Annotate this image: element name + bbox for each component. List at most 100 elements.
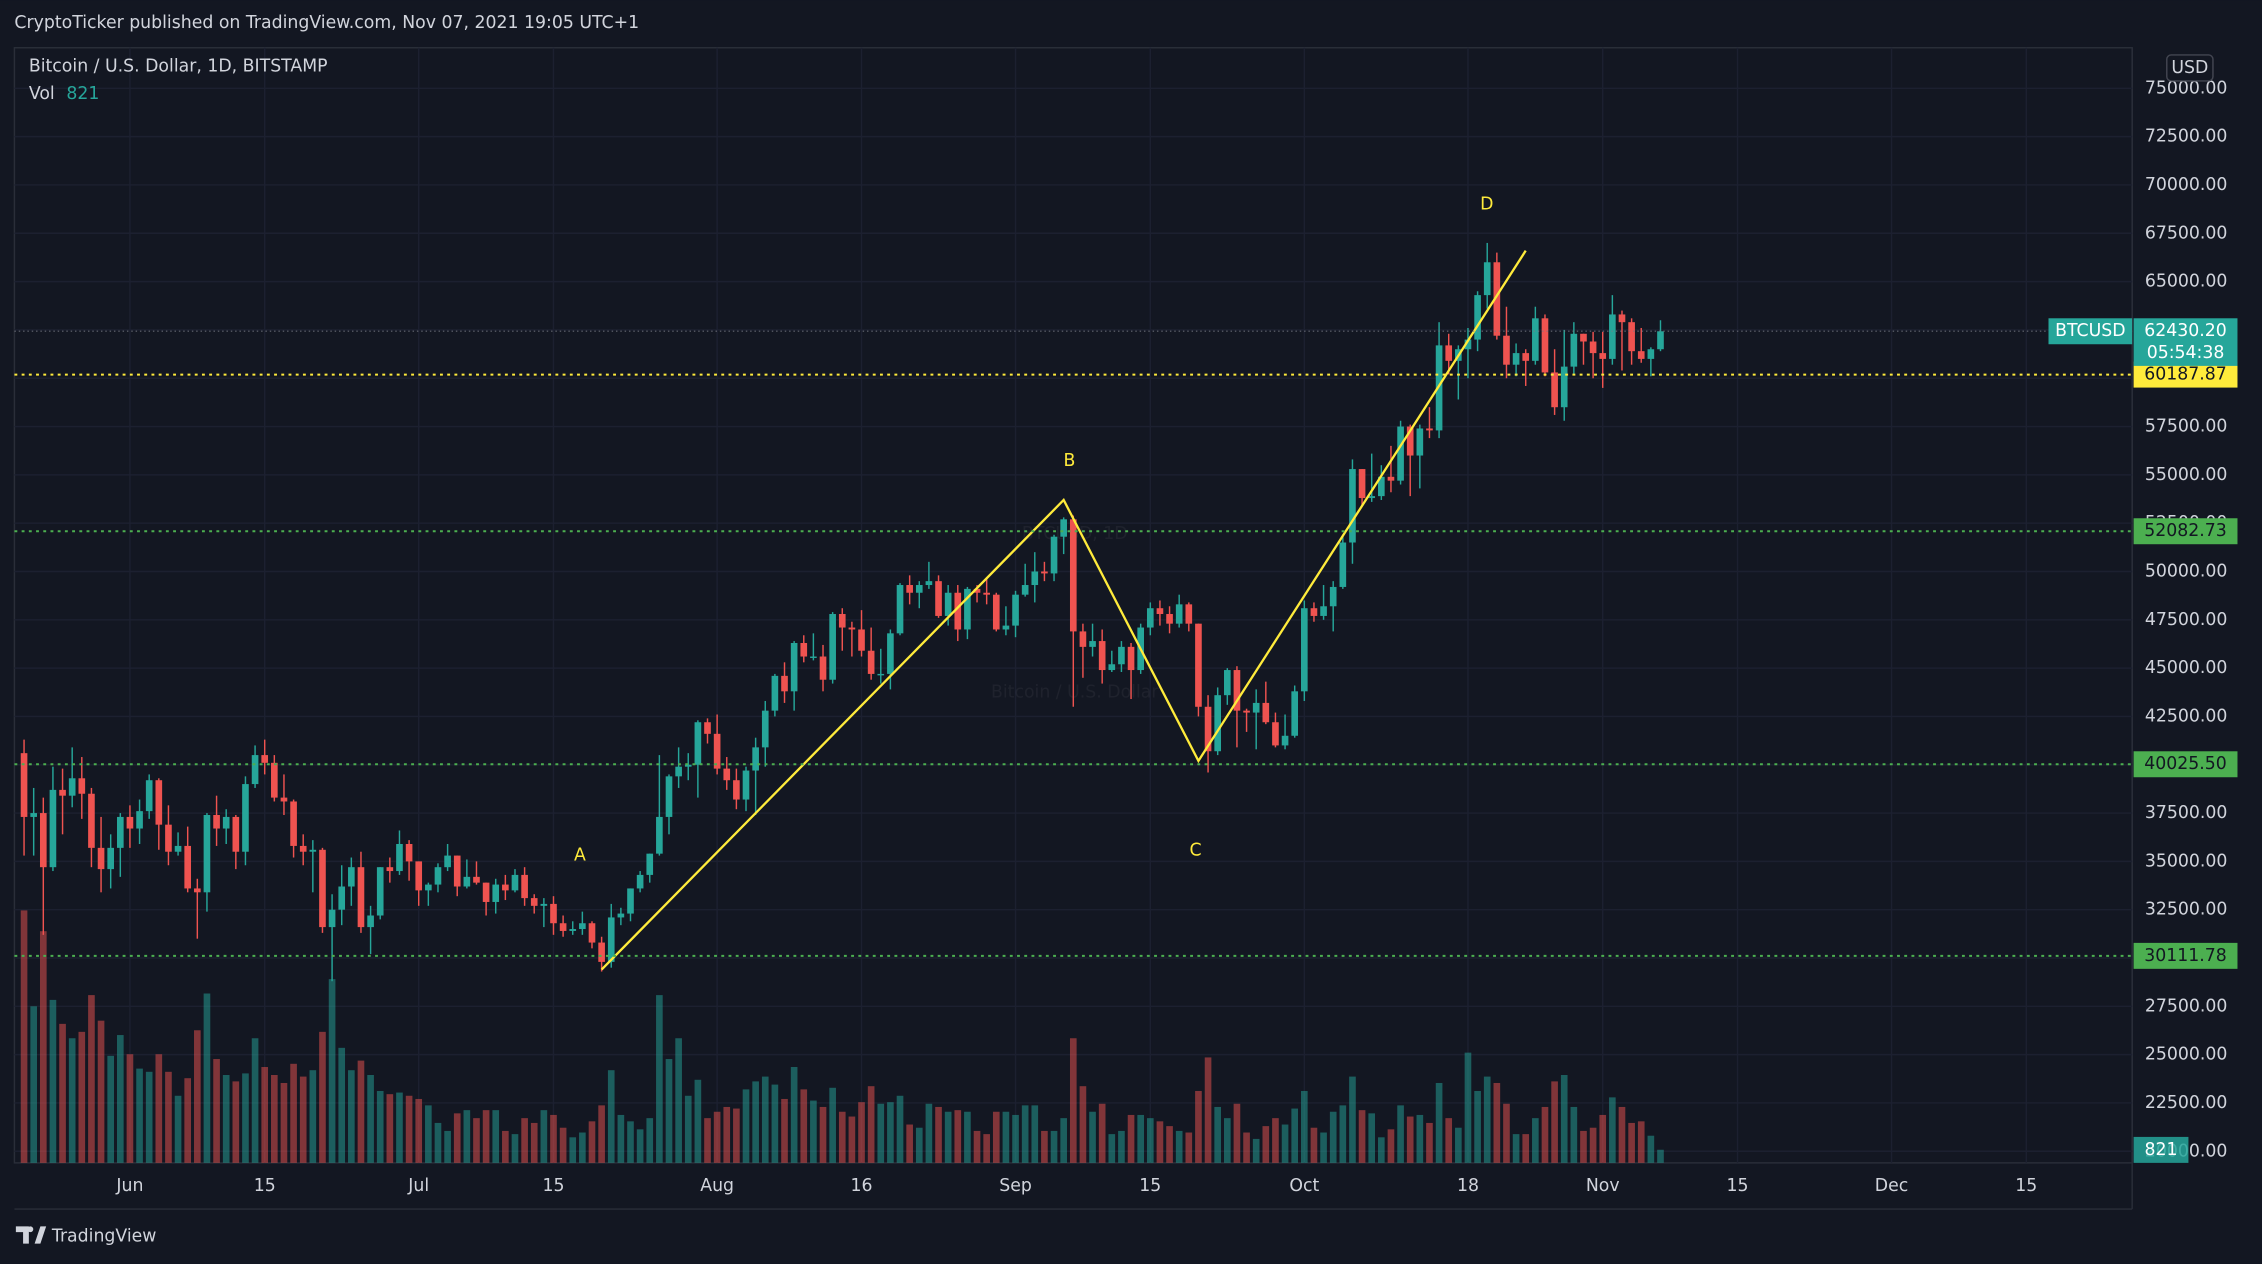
candle-body (1108, 664, 1116, 671)
volume-bar (887, 1102, 894, 1163)
candle-body (858, 629, 865, 651)
volume-bar (1589, 1127, 1597, 1163)
volume-bar (165, 1071, 172, 1163)
candle-body (1079, 631, 1087, 647)
candle-body (78, 778, 86, 794)
volume-bar (1599, 1114, 1607, 1163)
y-tick-label: 42500.00 (2145, 706, 2228, 726)
candle-body (68, 778, 76, 796)
y-tick-label: 35000.00 (2145, 851, 2228, 871)
volume-bar (1320, 1132, 1327, 1163)
volume-bar (116, 1035, 124, 1163)
volume-bar (174, 1095, 182, 1163)
price-line-badge (2133, 518, 2238, 545)
candle-body (1252, 702, 1260, 713)
volume-bar (280, 1082, 288, 1163)
x-tick-label: 16 (851, 1176, 873, 1196)
candle-body (299, 845, 307, 852)
price-line-label: 60187.87 (2144, 365, 2227, 385)
candle-body (1031, 571, 1039, 586)
candle-body (116, 816, 124, 848)
volume-bar (540, 1110, 548, 1163)
candle-body (713, 733, 721, 769)
candle-body (1301, 608, 1308, 692)
candle-body (1002, 625, 1010, 630)
candle-body (954, 592, 962, 630)
candle-body (819, 656, 827, 680)
candle-body (964, 588, 971, 630)
candle-body (59, 789, 66, 796)
volume-badge (2133, 1136, 2189, 1163)
candle-body (309, 849, 317, 852)
volume-bar (1127, 1114, 1135, 1163)
candle-body (838, 614, 846, 628)
x-tick-label: 15 (1139, 1176, 1161, 1196)
candle-body (1166, 614, 1173, 624)
volume-bar (521, 1118, 528, 1163)
volume-bar (1609, 1097, 1616, 1163)
volume-bar (97, 1020, 105, 1163)
volume-bar (232, 1081, 240, 1163)
volume-bar (367, 1074, 374, 1163)
volume-bar (1223, 1118, 1231, 1163)
volume-bar (194, 1030, 201, 1163)
candle-body (20, 753, 28, 817)
candle-body (1204, 706, 1212, 752)
candle-body (1233, 670, 1241, 711)
volume-bar (434, 1122, 442, 1163)
volume-bar (1175, 1130, 1183, 1163)
price-line-badge (2133, 361, 2238, 388)
volume-bar (136, 1068, 143, 1163)
volume-bar (261, 1067, 269, 1163)
volume-bar (838, 1111, 846, 1163)
candle-body (232, 816, 240, 852)
candle-body (290, 801, 297, 846)
volume-bar (964, 1111, 971, 1163)
candle-body (877, 673, 885, 676)
volume-bar (790, 1067, 798, 1163)
volume-bar (396, 1092, 403, 1163)
volume-bar (1204, 1057, 1212, 1163)
candle-body (627, 888, 634, 914)
volume-bar (713, 1111, 721, 1163)
candle-body (656, 816, 663, 854)
candle-body (203, 815, 211, 893)
candle-body (386, 867, 394, 872)
volume-bar (877, 1103, 885, 1163)
brand-name: TradingView (51, 1226, 157, 1246)
candle-body (39, 813, 47, 868)
volume-bar (1272, 1118, 1279, 1163)
candle-body (213, 815, 220, 829)
candle-body (887, 633, 894, 674)
volume-bar (1233, 1103, 1241, 1163)
volume-bar (1339, 1105, 1347, 1163)
volume-bar (453, 1113, 461, 1163)
volume-bar (319, 1031, 326, 1163)
candle-body (1445, 345, 1453, 361)
candle-body (1618, 314, 1626, 323)
price-line-label: 30111.78 (2144, 946, 2227, 966)
x-tick-label: 15 (1726, 1176, 1748, 1196)
volume-bar (463, 1110, 471, 1163)
x-tick-label: Nov (1586, 1176, 1620, 1196)
candle-body (434, 867, 442, 885)
volume-bar (473, 1118, 480, 1163)
candle-body (357, 867, 365, 928)
volume-bar (1118, 1130, 1125, 1163)
currency-box[interactable] (2166, 54, 2214, 82)
volume-bar (1560, 1074, 1568, 1163)
candle-body (588, 923, 596, 943)
volume-bar (1050, 1130, 1058, 1163)
candle-body (1435, 345, 1443, 431)
candle-body (1320, 606, 1327, 616)
volume-bar (88, 995, 95, 1163)
candle-body (752, 747, 759, 771)
candle-body (1021, 585, 1029, 595)
candle-body (1368, 496, 1376, 499)
volume-bar (1137, 1114, 1144, 1163)
candle-body (453, 855, 461, 887)
candle-body (1589, 341, 1597, 354)
volume-bar (213, 1059, 220, 1163)
